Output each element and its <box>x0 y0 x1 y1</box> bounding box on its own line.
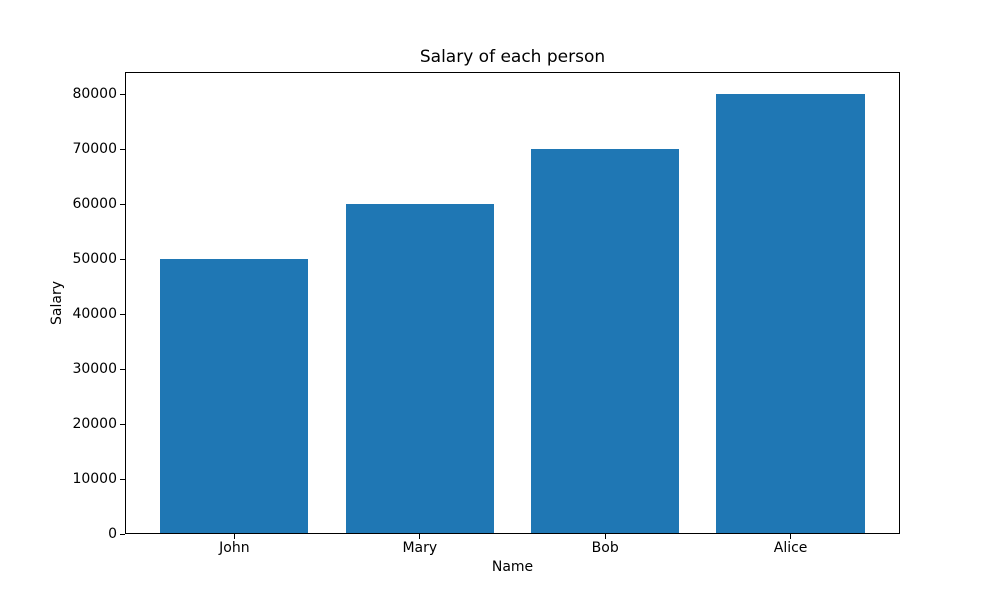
chart-title: Salary of each person <box>419 47 606 67</box>
x-tick-mark <box>604 534 606 539</box>
x-tick-mark <box>419 534 421 539</box>
bar-alice <box>716 94 865 534</box>
y-tick-label: 50000 <box>72 250 117 267</box>
bar-mary <box>345 204 494 534</box>
x-tick-mark <box>790 534 792 539</box>
y-tick-mark <box>120 148 125 150</box>
x-tick-mark <box>233 534 235 539</box>
y-tick-label: 80000 <box>72 85 117 102</box>
y-tick-mark <box>120 368 125 370</box>
y-tick-mark <box>120 313 125 315</box>
y-tick-mark <box>120 423 125 425</box>
x-tick-label: Mary <box>402 540 438 556</box>
y-tick-label: 0 <box>108 525 117 542</box>
bar-bob <box>531 149 680 534</box>
y-tick-mark <box>120 203 125 205</box>
y-tick-mark <box>120 258 125 260</box>
y-tick-label: 60000 <box>72 195 117 212</box>
y-tick-mark <box>120 93 125 95</box>
y-tick-label: 40000 <box>72 305 117 322</box>
y-tick-label: 70000 <box>72 140 117 157</box>
y-tick-mark <box>120 533 125 535</box>
bar-john <box>160 259 309 534</box>
y-axis-label: Salary <box>49 281 65 325</box>
x-axis-label: Name <box>491 559 534 575</box>
y-tick-label: 20000 <box>72 415 117 432</box>
y-tick-mark <box>120 478 125 480</box>
x-tick-label: Alice <box>773 540 808 556</box>
y-tick-label: 10000 <box>72 470 117 487</box>
plot-area <box>125 72 900 534</box>
y-tick-label: 30000 <box>72 360 117 377</box>
x-tick-label: Bob <box>591 540 619 556</box>
x-tick-label: John <box>219 540 250 556</box>
